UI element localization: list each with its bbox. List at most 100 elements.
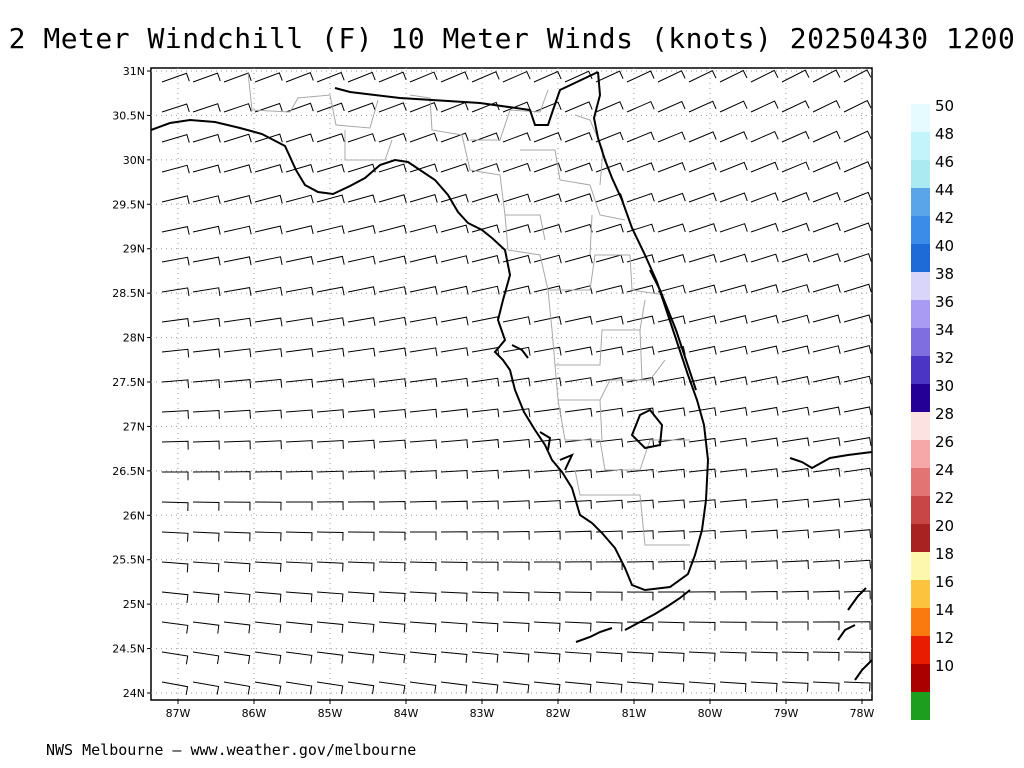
wind-barb xyxy=(719,345,748,355)
wind-barb xyxy=(843,161,872,173)
wind-barb xyxy=(471,621,499,633)
wind-barb xyxy=(750,590,778,600)
wind-barb xyxy=(502,621,530,632)
wind-barb xyxy=(192,103,221,113)
wind-barb xyxy=(254,72,283,83)
wind-barb xyxy=(378,194,407,203)
wind-barb xyxy=(564,101,593,113)
wind-barb xyxy=(347,651,375,664)
wind-barb xyxy=(254,440,282,450)
wind-barb xyxy=(316,501,344,511)
wind-barb xyxy=(161,621,189,634)
wind-barb xyxy=(564,377,593,387)
wind-barb xyxy=(533,70,562,83)
wind-barb xyxy=(192,561,220,573)
wind-barb xyxy=(440,71,469,83)
wind-barb xyxy=(223,561,251,573)
wind-barb xyxy=(223,256,252,266)
wind-barb xyxy=(626,162,655,173)
colorbar-swatch xyxy=(911,188,930,216)
wind-barb xyxy=(812,467,841,477)
lat-label: 31N xyxy=(123,65,145,78)
colorbar-swatch xyxy=(911,580,930,608)
wind-barb xyxy=(782,621,809,631)
colorbar-label: 12 xyxy=(935,629,954,647)
lon-label: 87W xyxy=(166,707,191,720)
wind-barb xyxy=(440,531,468,541)
coastline xyxy=(150,71,873,681)
lon-label: 78W xyxy=(850,707,875,720)
wind-barb xyxy=(626,651,654,662)
wind-barb xyxy=(502,681,530,694)
wind-barb xyxy=(750,621,778,631)
wind-barb xyxy=(223,651,251,664)
wind-barb xyxy=(254,317,283,327)
wind-barb xyxy=(378,378,407,388)
wind-barb xyxy=(719,681,747,693)
wind-barb xyxy=(781,376,810,385)
wind-barb xyxy=(595,651,623,663)
wind-barb xyxy=(378,163,407,173)
wind-barb xyxy=(781,437,810,447)
lon-label: 80W xyxy=(698,707,723,720)
wind-barb xyxy=(843,651,871,661)
wind-barb xyxy=(781,253,810,263)
wind-barb xyxy=(440,469,468,479)
wind-barb xyxy=(409,500,437,510)
wind-barb xyxy=(688,681,716,693)
wind-barb xyxy=(533,316,562,325)
wind-barb xyxy=(192,287,221,297)
wind-barb xyxy=(564,499,592,509)
wind-barb xyxy=(688,284,717,294)
colorbar-label: 38 xyxy=(935,265,954,283)
wind-barb xyxy=(410,531,437,541)
wind-barb xyxy=(812,191,841,203)
wind-barb xyxy=(812,161,841,173)
wind-barb xyxy=(812,222,841,233)
wind-barb xyxy=(378,591,406,602)
wind-barb xyxy=(347,470,375,480)
wind-barb xyxy=(409,71,438,83)
wind-barb xyxy=(595,131,624,143)
wind-barb xyxy=(564,530,592,540)
wind-barb xyxy=(316,531,344,541)
wind-barb xyxy=(471,591,499,602)
wind-barb xyxy=(595,591,623,601)
wind-barb xyxy=(254,256,283,265)
lat-label: 25N xyxy=(123,598,145,611)
colorbar-label: 28 xyxy=(935,405,954,423)
wind-barb xyxy=(378,316,407,326)
colorbar-label: 30 xyxy=(935,377,954,395)
wind-barb xyxy=(440,561,468,571)
wind-barb xyxy=(719,284,748,294)
wind-barb xyxy=(657,223,686,233)
wind-barb xyxy=(595,681,623,693)
wind-barb xyxy=(347,561,375,572)
wind-barb xyxy=(688,100,717,113)
wind-barb xyxy=(719,468,748,478)
colorbar-swatch xyxy=(911,664,930,692)
wind-barb xyxy=(409,681,437,694)
colorbar-swatch xyxy=(911,412,930,440)
wind-barb xyxy=(812,590,840,600)
wind-barb xyxy=(285,378,314,388)
wind-barb xyxy=(843,130,872,143)
colorbar-label: 18 xyxy=(935,545,954,563)
wind-barb xyxy=(223,225,252,235)
wind-barb xyxy=(657,315,686,325)
wind-barb xyxy=(626,530,654,540)
lat-label: 25.5N xyxy=(112,554,145,567)
wind-barb xyxy=(378,681,406,694)
wind-barb xyxy=(688,651,716,662)
wind-barb xyxy=(161,133,190,143)
wind-barb xyxy=(781,130,810,143)
wind-barb xyxy=(626,70,655,83)
wind-barb xyxy=(719,591,747,601)
wind-barb xyxy=(812,681,840,692)
wind-barb xyxy=(254,348,283,358)
wind-barb xyxy=(595,377,624,386)
wind-barb xyxy=(285,561,313,572)
wind-barb xyxy=(719,192,748,203)
wind-barb xyxy=(564,591,592,601)
wind-barb xyxy=(285,531,313,542)
